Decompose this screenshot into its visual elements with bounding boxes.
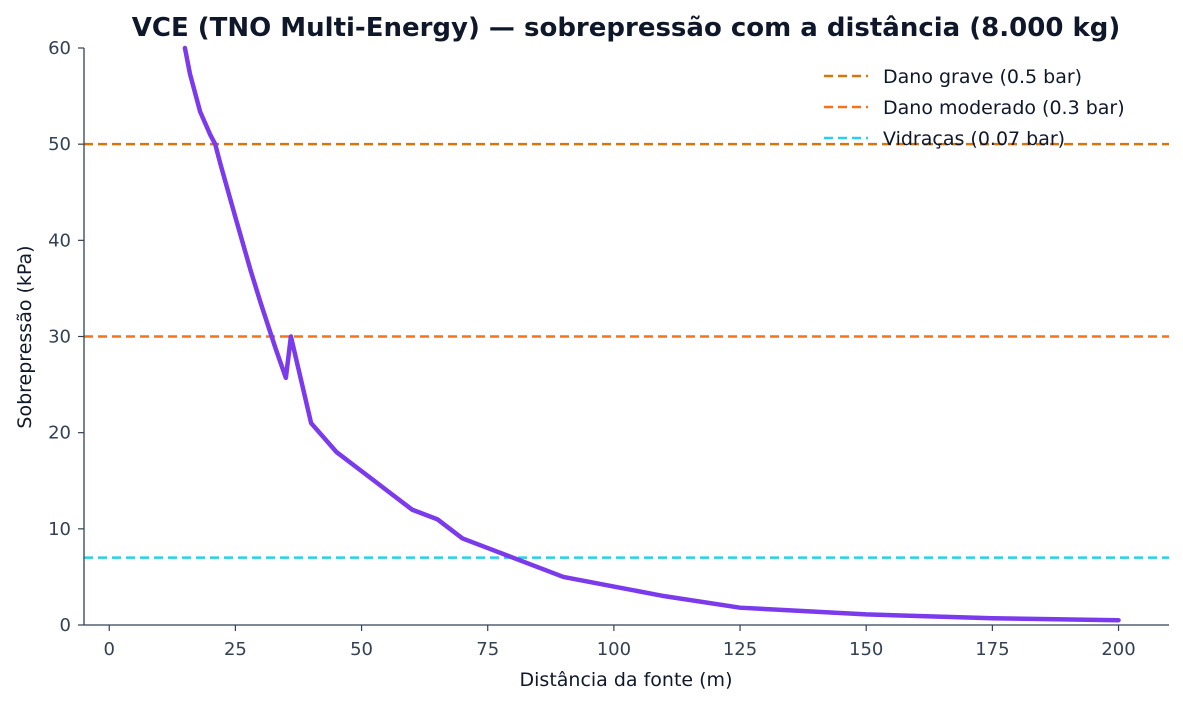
x-tick-label-8: 200 bbox=[1101, 639, 1135, 660]
x-tick-label-0: 0 bbox=[104, 639, 115, 660]
y-tick-label-0: 0 bbox=[60, 615, 71, 636]
y-tick-label-6: 60 bbox=[48, 38, 71, 59]
y-tick-label-3: 30 bbox=[48, 327, 71, 348]
x-tick-label-2: 50 bbox=[350, 639, 373, 660]
x-ticks: 0 25 50 75 100 125 150 175 200 bbox=[104, 625, 1136, 660]
y-tick-label-5: 50 bbox=[48, 134, 71, 155]
x-tick-label-7: 175 bbox=[975, 639, 1009, 660]
legend: Dano grave (0.5 bar) Dano moderado (0.3 b… bbox=[824, 66, 1125, 150]
x-tick-label-3: 75 bbox=[476, 639, 499, 660]
curve-layer bbox=[182, 45, 1121, 623]
y-tick-label-4: 40 bbox=[48, 230, 71, 251]
legend-label-2: Vidraças (0.07 bar) bbox=[883, 128, 1065, 150]
threshold-lines bbox=[84, 142, 1169, 559]
x-tick-label-4: 100 bbox=[597, 639, 631, 660]
x-tick-label-1: 25 bbox=[224, 639, 247, 660]
legend-label-0: Dano grave (0.5 bar) bbox=[883, 66, 1082, 88]
x-tick-label-5: 125 bbox=[723, 639, 757, 660]
legend-label-1: Dano moderado (0.3 bar) bbox=[883, 97, 1125, 119]
x-axis-label: Distância da fonte (m) bbox=[520, 669, 733, 691]
y-tick-label-2: 20 bbox=[48, 423, 71, 444]
chart-title: VCE (TNO Multi-Energy) — sobrepressão co… bbox=[132, 13, 1121, 43]
y-axis-label: Sobrepressão (kPa) bbox=[14, 245, 36, 428]
y-ticks: 0 10 20 30 40 50 60 bbox=[48, 38, 84, 636]
y-tick-label-1: 10 bbox=[48, 519, 71, 540]
series-line-0 bbox=[182, 45, 1121, 623]
x-tick-label-6: 150 bbox=[849, 639, 883, 660]
